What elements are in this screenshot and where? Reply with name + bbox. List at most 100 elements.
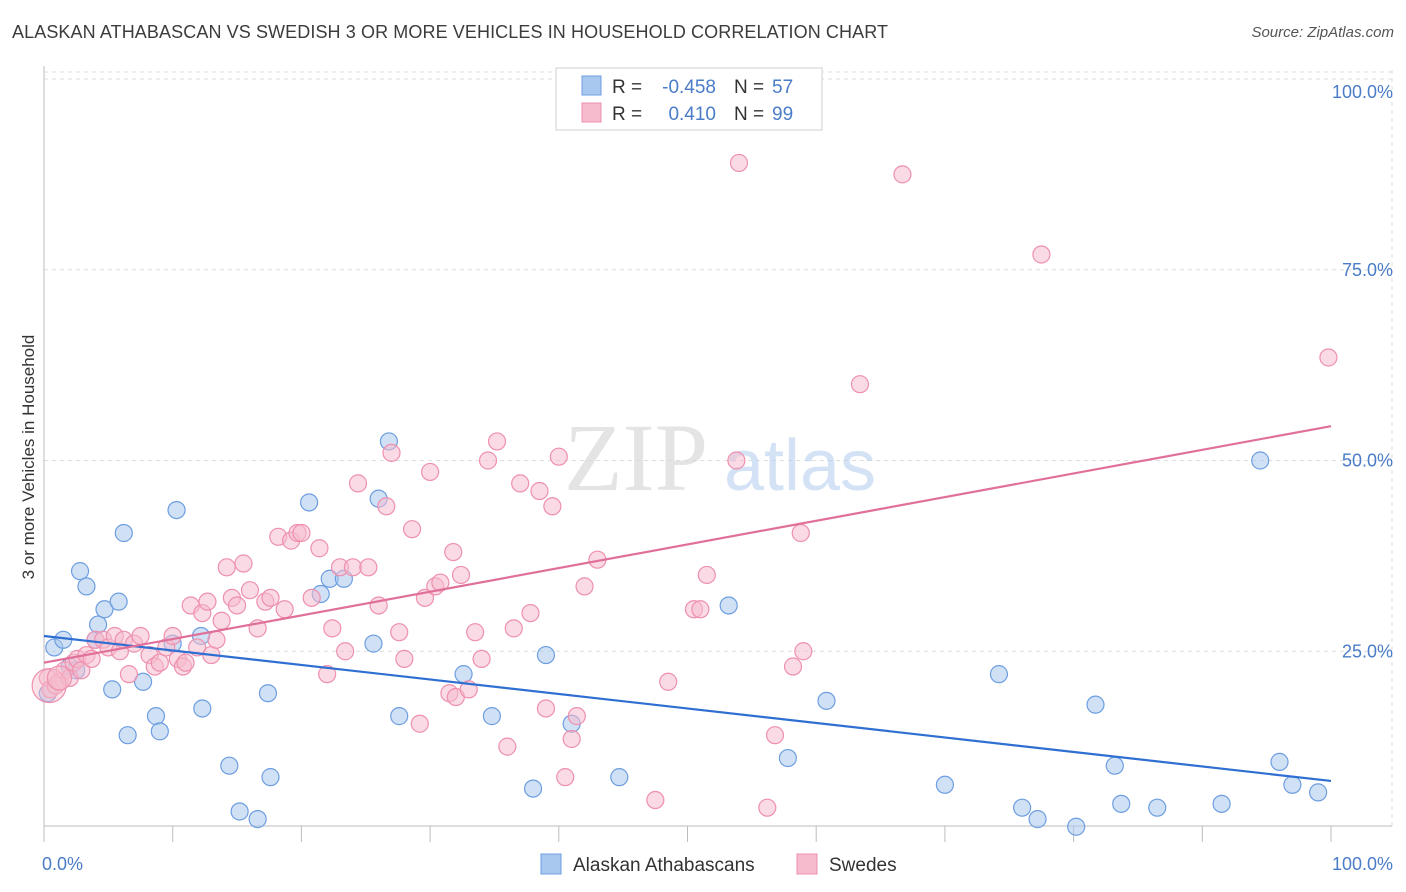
legend-swatch-pink xyxy=(581,102,602,123)
swede-point xyxy=(487,432,507,451)
athabascan-point xyxy=(261,768,280,787)
athabascan-trend-line xyxy=(43,634,1332,783)
swede-point xyxy=(1319,348,1338,367)
swede-point xyxy=(150,653,169,672)
athabascan-point xyxy=(300,493,319,512)
legend-n-value-pink: 99 xyxy=(772,104,793,125)
swede-trend-line xyxy=(43,425,1332,664)
athabascan-point xyxy=(610,768,629,787)
bottom-legend-label-swedes: Swedes xyxy=(829,855,897,876)
swede-point xyxy=(323,619,342,638)
swede-point xyxy=(794,642,813,661)
swede-point xyxy=(234,554,253,573)
watermark-atlas: atlas xyxy=(724,426,876,506)
athabascan-point xyxy=(103,680,122,699)
watermark-zip: ZIP xyxy=(564,404,708,511)
athabascan-point xyxy=(817,691,836,710)
swede-point xyxy=(431,573,450,592)
athabascan-point xyxy=(114,523,133,543)
swede-point xyxy=(261,588,280,607)
swede-point xyxy=(377,497,396,516)
swede-point xyxy=(498,737,517,756)
legend-r-label-pink: R = xyxy=(612,104,642,125)
athabascan-point xyxy=(1105,756,1124,775)
athabascan-point xyxy=(1309,783,1328,802)
swede-point xyxy=(691,600,710,619)
swede-point-cluster xyxy=(46,665,73,691)
y-axis-label: 3 or more Vehicles in Household xyxy=(19,335,38,580)
swede-point xyxy=(336,642,355,661)
swede-point xyxy=(697,565,716,585)
athabascan-point xyxy=(1028,810,1047,829)
athabascan-point xyxy=(70,562,90,581)
swede-point xyxy=(646,790,665,810)
swede-point xyxy=(310,539,329,558)
y-tick-label: 50.0% xyxy=(1342,451,1393,471)
swede-point xyxy=(451,565,471,585)
athabascan-point xyxy=(1086,695,1105,714)
athabascan-point xyxy=(146,707,166,726)
athabascan-point xyxy=(778,748,797,768)
athabascan-point xyxy=(118,726,137,745)
athabascan-point xyxy=(536,645,556,665)
x-tick-label: 100.0% xyxy=(1332,854,1393,874)
x-tick-label: 0.0% xyxy=(42,854,83,874)
swede-point xyxy=(390,623,409,642)
swede-point xyxy=(240,581,260,600)
swede-point xyxy=(893,165,912,184)
source-label: Source: ZipAtlas.com xyxy=(1251,24,1394,41)
watermark: ZIP atlas xyxy=(564,404,876,511)
athabascan-point xyxy=(1270,752,1289,771)
swede-point xyxy=(302,588,321,607)
swede-point xyxy=(382,443,401,462)
athabascan-point xyxy=(109,592,128,611)
tick-labels: 25.0% 50.0% 75.0% 100.0% 0.0% 100.0% xyxy=(42,82,1393,874)
swede-point xyxy=(198,592,217,611)
athabascan-point xyxy=(364,634,383,653)
athabascan-point xyxy=(1013,798,1032,817)
athabascan-point xyxy=(1067,817,1086,836)
swede-point xyxy=(421,462,440,482)
athabascan-point xyxy=(258,684,278,703)
athabascan-point xyxy=(1112,794,1131,813)
swede-point xyxy=(659,672,678,691)
points-layer xyxy=(31,153,1338,836)
athabascan-point xyxy=(77,577,96,596)
bottom-legend-label-athabascans: Alaskan Athabascans xyxy=(573,855,755,876)
athabascan-point xyxy=(248,810,267,829)
bottom-legend: Alaskan Athabascans Swedes xyxy=(540,853,897,876)
bottom-legend-swatch-swedes xyxy=(796,853,818,875)
athabascan-point xyxy=(133,672,153,691)
swede-point xyxy=(727,451,746,470)
swede-point xyxy=(131,626,150,646)
legend-n-label-pink: N = xyxy=(734,104,764,125)
athabascan-point xyxy=(935,775,955,794)
swede-point xyxy=(791,523,810,543)
athabascan-point xyxy=(523,779,543,798)
athabascan-point xyxy=(167,500,186,520)
swede-point xyxy=(478,451,498,470)
athabascan-point xyxy=(220,756,239,775)
swede-point xyxy=(176,653,195,672)
swede-point xyxy=(567,707,586,726)
swede-point xyxy=(504,619,523,638)
swede-point xyxy=(444,542,463,562)
athabascan-point xyxy=(1148,798,1167,817)
legend-box: R = -0.458 N = 57 R = 0.410 N = 99 xyxy=(555,67,823,131)
legend-r-value-pink: 0.410 xyxy=(668,104,716,125)
swede-point xyxy=(575,577,594,596)
swede-point xyxy=(395,649,414,668)
athabascan-point xyxy=(454,665,473,684)
y-tick-label: 100.0% xyxy=(1332,82,1393,102)
athabascan-point xyxy=(482,707,501,726)
swede-point xyxy=(783,657,803,676)
swede-point xyxy=(536,699,556,718)
swede-point xyxy=(765,726,785,745)
swede-point xyxy=(318,665,337,684)
swede-point xyxy=(511,474,530,493)
swede-point xyxy=(217,558,236,577)
swede-point xyxy=(212,611,231,630)
swede-point xyxy=(758,798,777,817)
swede-point xyxy=(292,523,311,543)
